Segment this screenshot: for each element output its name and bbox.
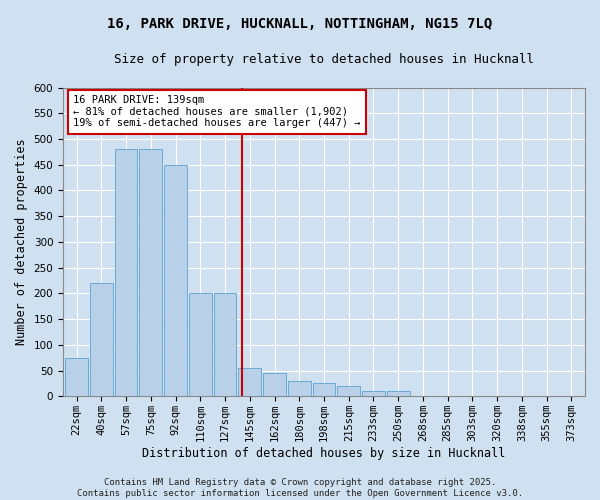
Bar	[189, 294, 212, 397]
Bar	[313, 384, 335, 396]
Bar	[65, 358, 88, 397]
Text: 16 PARK DRIVE: 139sqm
← 81% of detached houses are smaller (1,902)
19% of semi-d: 16 PARK DRIVE: 139sqm ← 81% of detached …	[73, 95, 361, 128]
Bar	[139, 150, 162, 396]
Bar	[387, 391, 410, 396]
Bar	[164, 164, 187, 396]
Bar	[90, 283, 113, 397]
Bar	[214, 294, 236, 397]
X-axis label: Distribution of detached houses by size in Hucknall: Distribution of detached houses by size …	[142, 447, 506, 460]
Bar	[238, 368, 261, 396]
Text: Contains HM Land Registry data © Crown copyright and database right 2025.
Contai: Contains HM Land Registry data © Crown c…	[77, 478, 523, 498]
Bar	[115, 150, 137, 396]
Bar	[337, 386, 360, 396]
Text: 16, PARK DRIVE, HUCKNALL, NOTTINGHAM, NG15 7LQ: 16, PARK DRIVE, HUCKNALL, NOTTINGHAM, NG…	[107, 18, 493, 32]
Title: Size of property relative to detached houses in Hucknall: Size of property relative to detached ho…	[114, 52, 534, 66]
Bar	[362, 391, 385, 396]
Y-axis label: Number of detached properties: Number of detached properties	[15, 138, 28, 345]
Bar	[288, 381, 311, 396]
Bar	[263, 373, 286, 396]
